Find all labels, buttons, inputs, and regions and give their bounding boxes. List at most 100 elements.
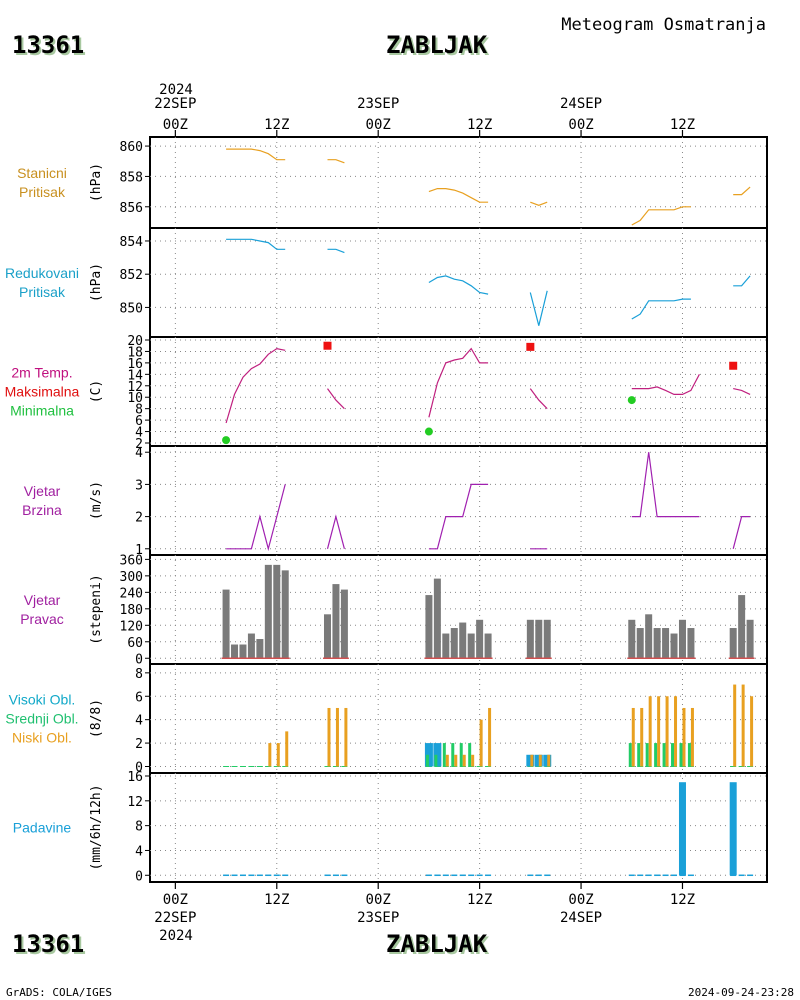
y-tick-label: 8	[135, 403, 143, 418]
top-date-label: 22SEP	[154, 96, 196, 112]
y-tick-label: 16	[127, 770, 143, 785]
panel-station-pressure: 856 858 860 (hPa) Stanicni Pritisak	[17, 136, 768, 229]
top-date-label: 23SEP	[357, 96, 399, 112]
tmax-marker	[526, 342, 535, 351]
y-tick-label: 16	[127, 357, 143, 372]
panel-frame	[149, 336, 768, 447]
series-line	[732, 515, 751, 549]
bottom-hour-label: 12Z	[264, 892, 289, 908]
high-cloud-bar	[424, 743, 433, 767]
y-tick-label: 858	[120, 170, 143, 185]
y-axis-label: (hPa)	[89, 263, 104, 302]
mid-cloud-bar	[459, 743, 463, 767]
mid-cloud-bar	[645, 743, 649, 767]
y-tick-label: 120	[120, 619, 143, 634]
y-tick-label: 0	[135, 760, 143, 775]
panel-label-line: Niski Obl.	[12, 730, 72, 746]
y-tick-label: 12	[127, 795, 143, 810]
y-axis-label: (hPa)	[89, 163, 104, 202]
top-hour-label: 00Z	[163, 117, 188, 133]
tmax-marker	[729, 361, 738, 370]
grads-credit: GrADS: COLA/IGES	[6, 986, 112, 999]
wind-direction-bar	[332, 584, 340, 659]
panel-label-line: Srednji Obl.	[5, 711, 78, 727]
low-cloud-bar	[276, 743, 280, 767]
wind-direction-bar	[738, 595, 746, 659]
top-hour-label: 12Z	[670, 117, 695, 133]
y-tick-label: 4	[135, 426, 143, 441]
wind-direction-bar	[535, 619, 543, 659]
low-cloud-bar	[690, 707, 694, 767]
panel-label-line: Pritisak	[19, 184, 66, 200]
precipitation-bar	[678, 782, 686, 876]
low-cloud-bar	[674, 696, 678, 767]
y-tick-label: 4	[135, 446, 143, 461]
y-tick-label: 240	[120, 586, 143, 601]
panel-frame	[149, 445, 768, 556]
y-tick-label: 2	[135, 511, 143, 526]
y-tick-label: 4	[135, 714, 143, 729]
low-cloud-bar	[547, 754, 551, 767]
bottom-hour-label: 12Z	[467, 892, 492, 908]
footer-station-id-shadow: 13361	[14, 932, 86, 960]
series-line	[428, 347, 489, 418]
low-cloud-bar	[335, 707, 339, 767]
series-line	[529, 290, 548, 326]
wind-direction-bar	[670, 633, 678, 659]
y-axis-label: (mm/6h/12h)	[89, 784, 104, 870]
y-axis-label: (m/s)	[89, 481, 104, 520]
y-tick-label: 60	[127, 636, 143, 651]
bottom-date-label: 23SEP	[357, 910, 399, 926]
wind-direction-bar	[264, 564, 272, 659]
y-tick-label: 3	[135, 478, 143, 493]
y-tick-label: 860	[120, 140, 143, 155]
y-tick-label: 850	[120, 301, 143, 316]
mid-cloud-bar	[679, 743, 683, 767]
y-tick-label: 4	[135, 844, 143, 859]
panel-label-line: Stanicni	[17, 165, 67, 181]
low-cloud-bar	[268, 743, 272, 767]
low-cloud-bar	[530, 754, 534, 767]
wind-direction-bar	[653, 628, 661, 659]
series-line	[226, 484, 286, 552]
station-id-shadow: 13361	[14, 33, 86, 61]
mid-cloud-bar	[628, 743, 632, 767]
wind-direction-bar	[222, 589, 230, 659]
wind-direction-bar	[340, 589, 348, 659]
panel-label-line: Minimalna	[10, 403, 74, 419]
y-tick-label: 856	[120, 201, 143, 216]
y-tick-label: 854	[120, 235, 144, 250]
wind-direction-bar	[484, 633, 492, 659]
tmin-marker	[627, 396, 636, 405]
low-cloud-bar	[750, 696, 754, 767]
series-line	[226, 148, 286, 161]
low-cloud-bar	[327, 707, 331, 767]
bottom-hour-label: 00Z	[163, 892, 188, 908]
series-line	[428, 483, 489, 550]
station-name: ZABLJAK	[386, 31, 488, 59]
mid-cloud-bar	[654, 743, 658, 767]
panel-frame	[149, 227, 768, 338]
low-cloud-bar	[665, 696, 669, 767]
low-cloud-bar	[454, 754, 458, 767]
footer-station-name: ZABLJAK	[386, 930, 488, 958]
panel-wind-speed: 1 2 3 4 (m/s) Vjetar Brzina	[22, 445, 768, 558]
y-tick-label: 2	[135, 737, 143, 752]
low-cloud-bar	[488, 707, 492, 767]
low-cloud-bar	[344, 707, 348, 767]
wind-direction-bar	[729, 628, 737, 659]
y-tick-label: 18	[127, 345, 143, 360]
low-cloud-bar	[445, 754, 449, 767]
wind-direction-bar	[459, 622, 467, 659]
low-cloud-bar	[538, 754, 542, 767]
wind-direction-bar	[467, 633, 475, 659]
series-line	[733, 388, 751, 395]
low-cloud-bar	[741, 684, 745, 767]
wind-direction-bar	[476, 619, 484, 659]
series-line	[529, 388, 548, 410]
top-year-label: 2024	[159, 82, 193, 98]
panel-label-line: Pritisak	[19, 284, 66, 300]
bottom-date-label: 22SEP	[154, 910, 196, 926]
meteogram-subtitle: Meteogram Osmatranja	[561, 15, 766, 35]
